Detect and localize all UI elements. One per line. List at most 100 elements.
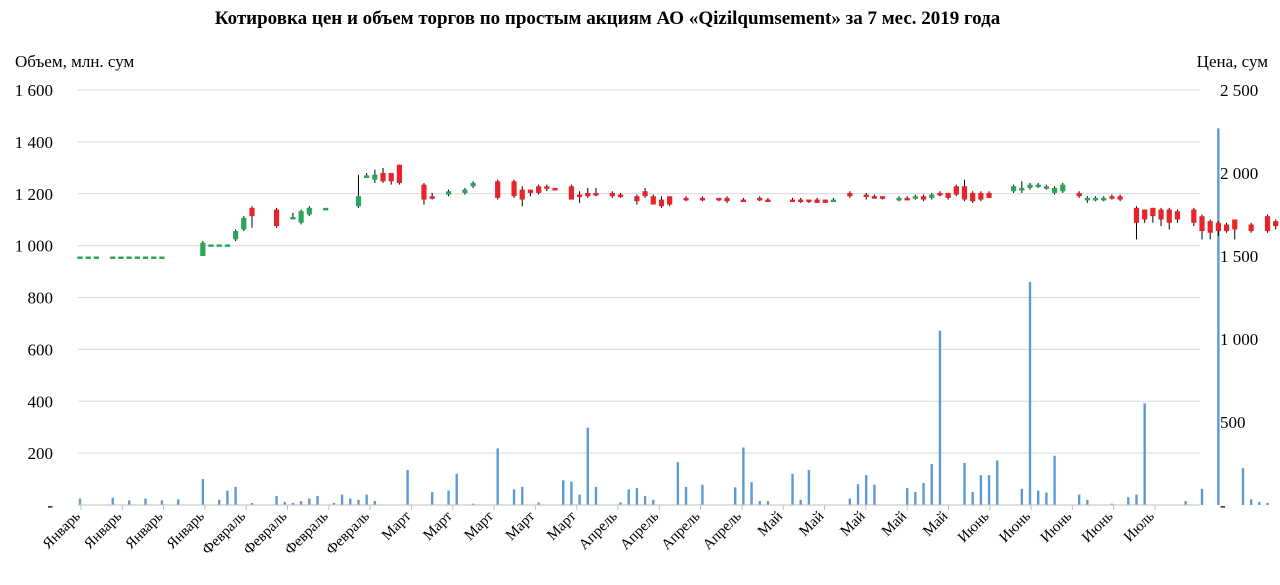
volume-bar <box>938 330 942 505</box>
x-tick-label: Апрель <box>659 508 704 553</box>
price-candle <box>216 244 222 247</box>
volume-bar <box>283 501 286 505</box>
left-tick-label: 1 400 <box>15 133 53 152</box>
volume-bar <box>766 501 770 505</box>
price-candle <box>527 189 534 197</box>
x-tick-label: Июнь <box>955 508 993 546</box>
x-tick-label: Апрель <box>700 508 745 553</box>
right-tick-label: 2 000 <box>1220 164 1258 183</box>
price-candle <box>1174 209 1181 223</box>
volume-bar <box>987 475 991 505</box>
volume-bar <box>349 498 352 505</box>
volume-bar <box>1028 281 1032 505</box>
price-candle <box>716 197 722 202</box>
right-tick-label: - <box>1220 496 1226 515</box>
price-candle <box>740 197 746 203</box>
price-candle <box>208 244 214 247</box>
x-tick-label: Июнь <box>996 508 1034 546</box>
volume-bar <box>332 502 336 505</box>
x-tick-label: Май <box>796 509 827 540</box>
volume-bar <box>316 495 319 505</box>
price-candle <box>879 196 886 200</box>
price-candle <box>953 184 959 197</box>
price-candles <box>77 164 1279 259</box>
price-candle <box>445 189 452 197</box>
volume-bar <box>1037 490 1040 505</box>
volume-bar <box>742 447 745 505</box>
price-candle <box>1133 206 1140 240</box>
x-tick-label: Апрель <box>576 508 621 553</box>
price-candle <box>290 212 296 220</box>
volume-bar <box>1077 494 1081 505</box>
volume-bar <box>971 492 974 505</box>
volume-bar <box>799 499 802 505</box>
volume-bar <box>684 486 688 505</box>
price-candle <box>1191 207 1197 227</box>
price-candle <box>159 256 165 259</box>
x-tick-label: Июнь <box>1079 508 1117 546</box>
price-candle <box>396 164 403 185</box>
price-candle <box>765 197 771 203</box>
price-candle <box>1158 207 1164 227</box>
volume-bar <box>1258 501 1261 505</box>
volume-bar <box>791 473 794 505</box>
left-tick-label: 400 <box>28 392 54 411</box>
volume-bar <box>521 486 524 505</box>
volume-bar <box>430 492 434 505</box>
price-candle <box>93 256 99 259</box>
price-candle <box>118 256 124 259</box>
volume-bar <box>1217 128 1220 505</box>
price-candle <box>1011 184 1017 193</box>
y-axis-right-label: Цена, сум <box>1196 52 1268 71</box>
price-candle <box>961 179 968 202</box>
volume-bar <box>865 475 868 505</box>
x-tick-label: Май <box>920 509 951 540</box>
price-candle <box>110 256 116 259</box>
x-tick-label: Февраль <box>241 508 291 558</box>
price-candle <box>77 256 83 259</box>
volume-bar <box>561 480 565 505</box>
volume-bar <box>1086 499 1089 505</box>
price-candle <box>1232 219 1238 240</box>
volume-bar <box>750 482 753 505</box>
volume-bar <box>1143 403 1146 505</box>
price-candle <box>421 182 427 205</box>
volume-bar <box>905 488 909 505</box>
chart-title: Котировка цен и объем торгов по простым … <box>214 8 1001 29</box>
x-tick-label: Январь <box>81 508 125 552</box>
price-candle <box>388 173 394 185</box>
price-candle <box>929 192 935 200</box>
volume-bar <box>291 502 295 505</box>
x-tick-label: Июль <box>1121 508 1158 545</box>
volume-bar <box>1127 497 1130 505</box>
x-tick-label: Февраль <box>282 508 332 558</box>
price-candle <box>699 196 706 202</box>
price-candle <box>273 207 280 228</box>
price-candle <box>142 256 149 259</box>
x-tick-label: Февраль <box>323 508 373 558</box>
volume-bar <box>308 498 311 505</box>
price-candle <box>757 196 763 202</box>
price-candle <box>1166 207 1172 230</box>
volume-bar <box>570 481 573 505</box>
price-candle <box>1150 207 1156 223</box>
x-tick-label: Январь <box>123 508 167 552</box>
volume-bar <box>496 448 499 505</box>
volume-bar <box>537 502 540 505</box>
price-candle <box>1264 214 1271 233</box>
price-candle <box>470 181 476 188</box>
price-candle <box>986 191 992 198</box>
volume-bar <box>1249 499 1253 505</box>
volume-bar <box>201 479 205 505</box>
price-candle <box>495 179 501 200</box>
price-candle <box>830 197 837 203</box>
price-candle <box>798 197 804 203</box>
volume-bar <box>373 501 377 505</box>
right-tick-label: 1 500 <box>1220 247 1258 266</box>
volume-bar <box>1266 502 1269 505</box>
volume-bar <box>856 484 860 505</box>
price-candle <box>945 192 951 200</box>
price-candle <box>634 194 640 205</box>
price-candle <box>1084 196 1090 203</box>
